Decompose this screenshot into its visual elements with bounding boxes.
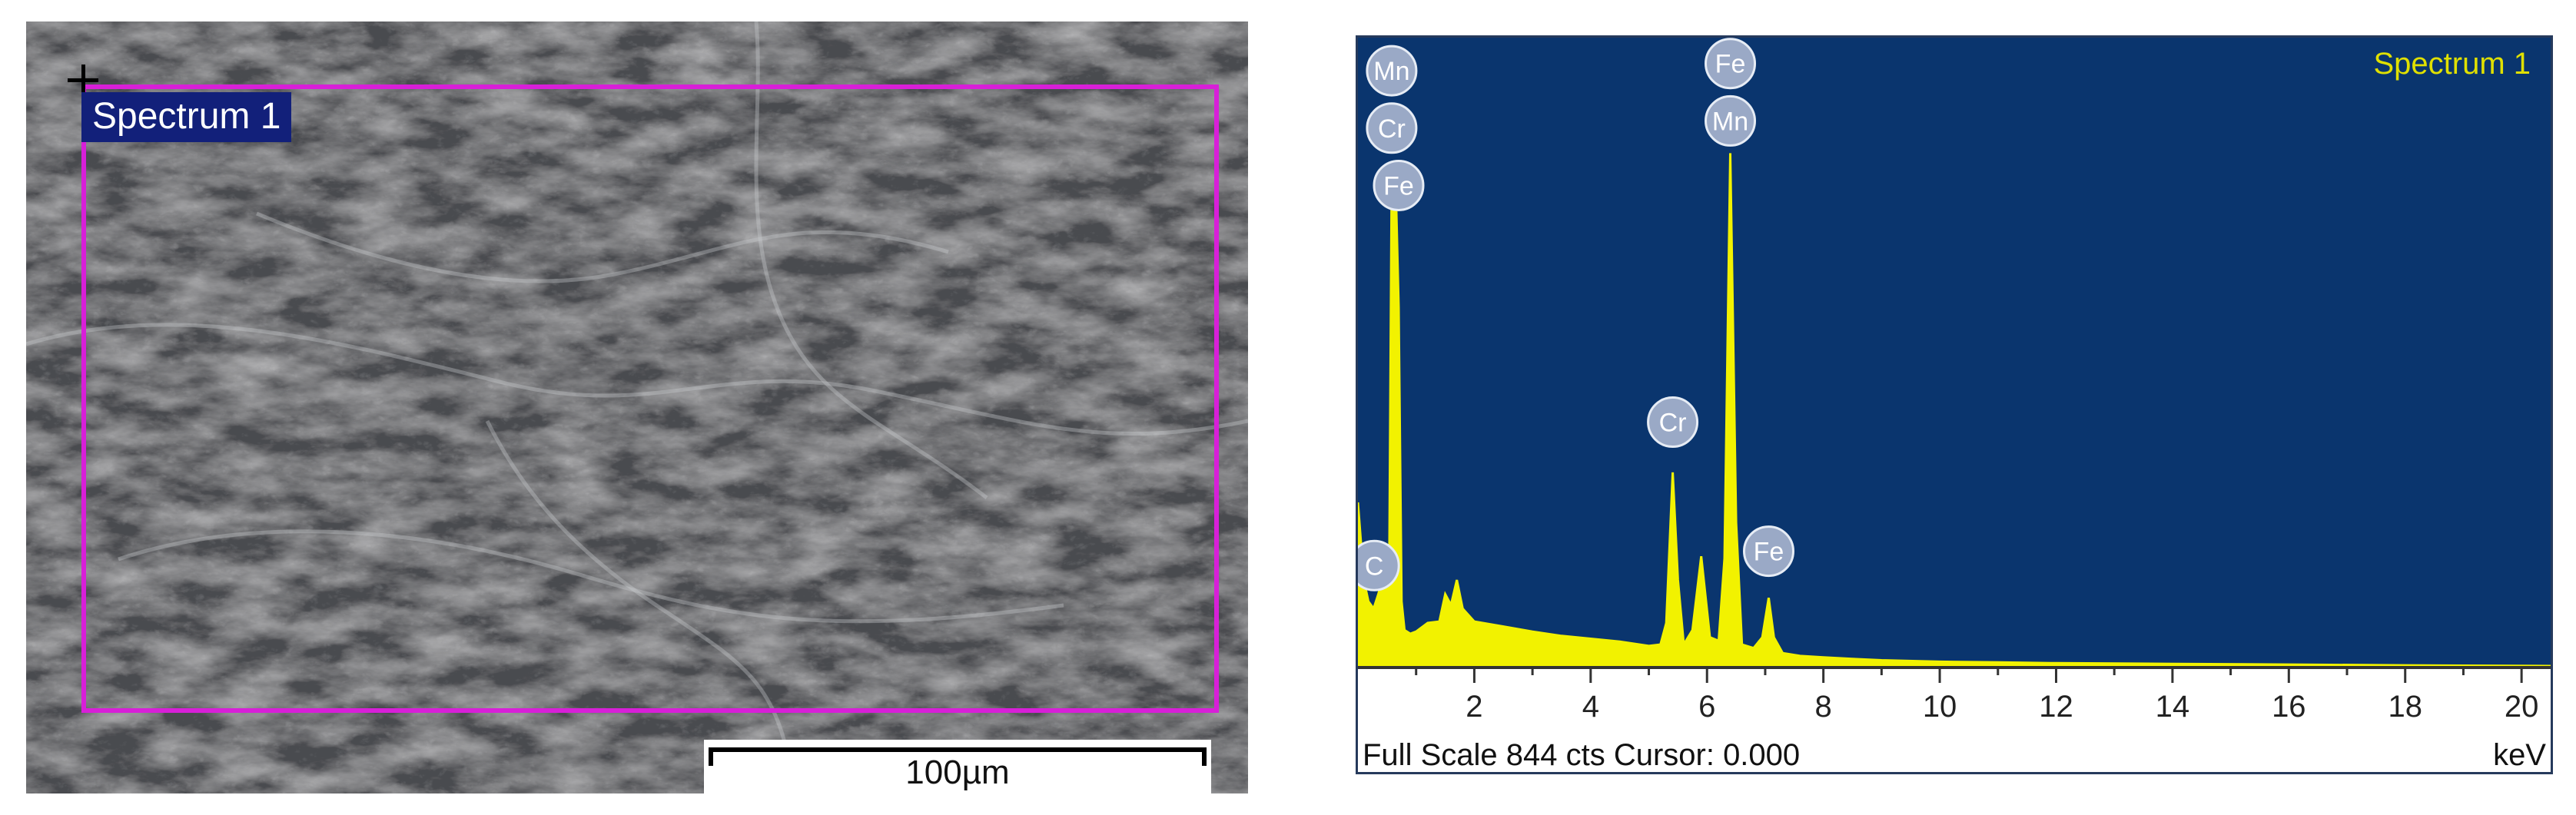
peak-label-cr: Cr (1366, 102, 1418, 154)
spectrum-series-area (1358, 153, 2551, 668)
peak-label-mn: Mn (1705, 94, 1757, 147)
peak-label-c: C (1358, 539, 1400, 591)
x-axis-unit: keV (2493, 738, 2546, 772)
sem-micrograph-panel: Spectrum 1 100µm (26, 22, 1248, 793)
peak-label-circle (1742, 525, 1794, 578)
x-tick-label: 6 (1698, 690, 1715, 724)
analysis-region-box[interactable] (81, 84, 1219, 713)
x-tick-label: 18 (2388, 690, 2422, 724)
full-scale-readout: Full Scale 844 cts Cursor: 0.000 (1363, 738, 1801, 772)
eds-spectrum-panel: 2 4 6 8 10 12 14 16 18 20 Mn Cr Fe Fe Mn Cr C Fe Spectru… (1356, 35, 2553, 774)
peak-label-fe: Fe (1705, 38, 1757, 90)
scale-bar-tick-left (709, 747, 713, 766)
x-tick-label: 20 (2505, 690, 2539, 724)
peak-label-mn: Mn (1366, 45, 1418, 97)
peak-label-cr: Cr (1647, 396, 1699, 449)
region-label: Spectrum 1 (81, 92, 292, 142)
peak-label-text: Cr (1659, 409, 1687, 438)
x-tick-label: 12 (2039, 690, 2073, 724)
peak-label-fe: Fe (1373, 159, 1425, 211)
peak-label-text: Mn (1712, 107, 1748, 136)
peak-label-circle (1358, 539, 1400, 591)
peak-label-circle (1373, 159, 1425, 211)
scale-bar: 100µm (704, 740, 1211, 793)
peak-label-circle (1705, 94, 1757, 147)
x-axis-ticks: 2 4 6 8 10 12 14 16 18 20 (1415, 668, 2539, 724)
peak-label-text: Fe (1383, 171, 1414, 200)
x-tick-label: 10 (1923, 690, 1957, 724)
x-tick-label: 4 (1582, 690, 1599, 724)
peak-label-text: C (1365, 552, 1384, 581)
peak-label-circle (1366, 45, 1418, 97)
peak-label-circle (1705, 38, 1757, 90)
peak-label-circle (1647, 396, 1699, 449)
peak-label-circle (1366, 102, 1418, 154)
peak-label-text: Fe (1754, 538, 1784, 567)
peak-label-fe: Fe (1742, 525, 1794, 578)
x-tick-label: 2 (1466, 690, 1482, 724)
x-tick-label: 8 (1815, 690, 1832, 724)
eds-spectrum-chart: 2 4 6 8 10 12 14 16 18 20 Mn Cr Fe Fe Mn Cr C Fe (1358, 38, 2551, 724)
series-name: Spectrum 1 (2373, 47, 2531, 81)
x-tick-label: 16 (2272, 690, 2306, 724)
peak-label-text: Mn (1373, 57, 1409, 86)
x-tick-label: 14 (2156, 690, 2190, 724)
peak-labels: Mn Cr Fe Fe Mn Cr C Fe (1358, 38, 1794, 591)
scale-bar-label: 100µm (905, 754, 1010, 791)
scale-bar-tick-right (1202, 747, 1207, 766)
scale-bar-line (709, 747, 1207, 752)
plot-area (1358, 38, 2551, 666)
peak-label-text: Fe (1715, 50, 1746, 79)
peak-label-text: Cr (1378, 114, 1406, 144)
crosshair-cursor-icon (68, 65, 98, 95)
sem-micrograph-image (26, 22, 1248, 793)
